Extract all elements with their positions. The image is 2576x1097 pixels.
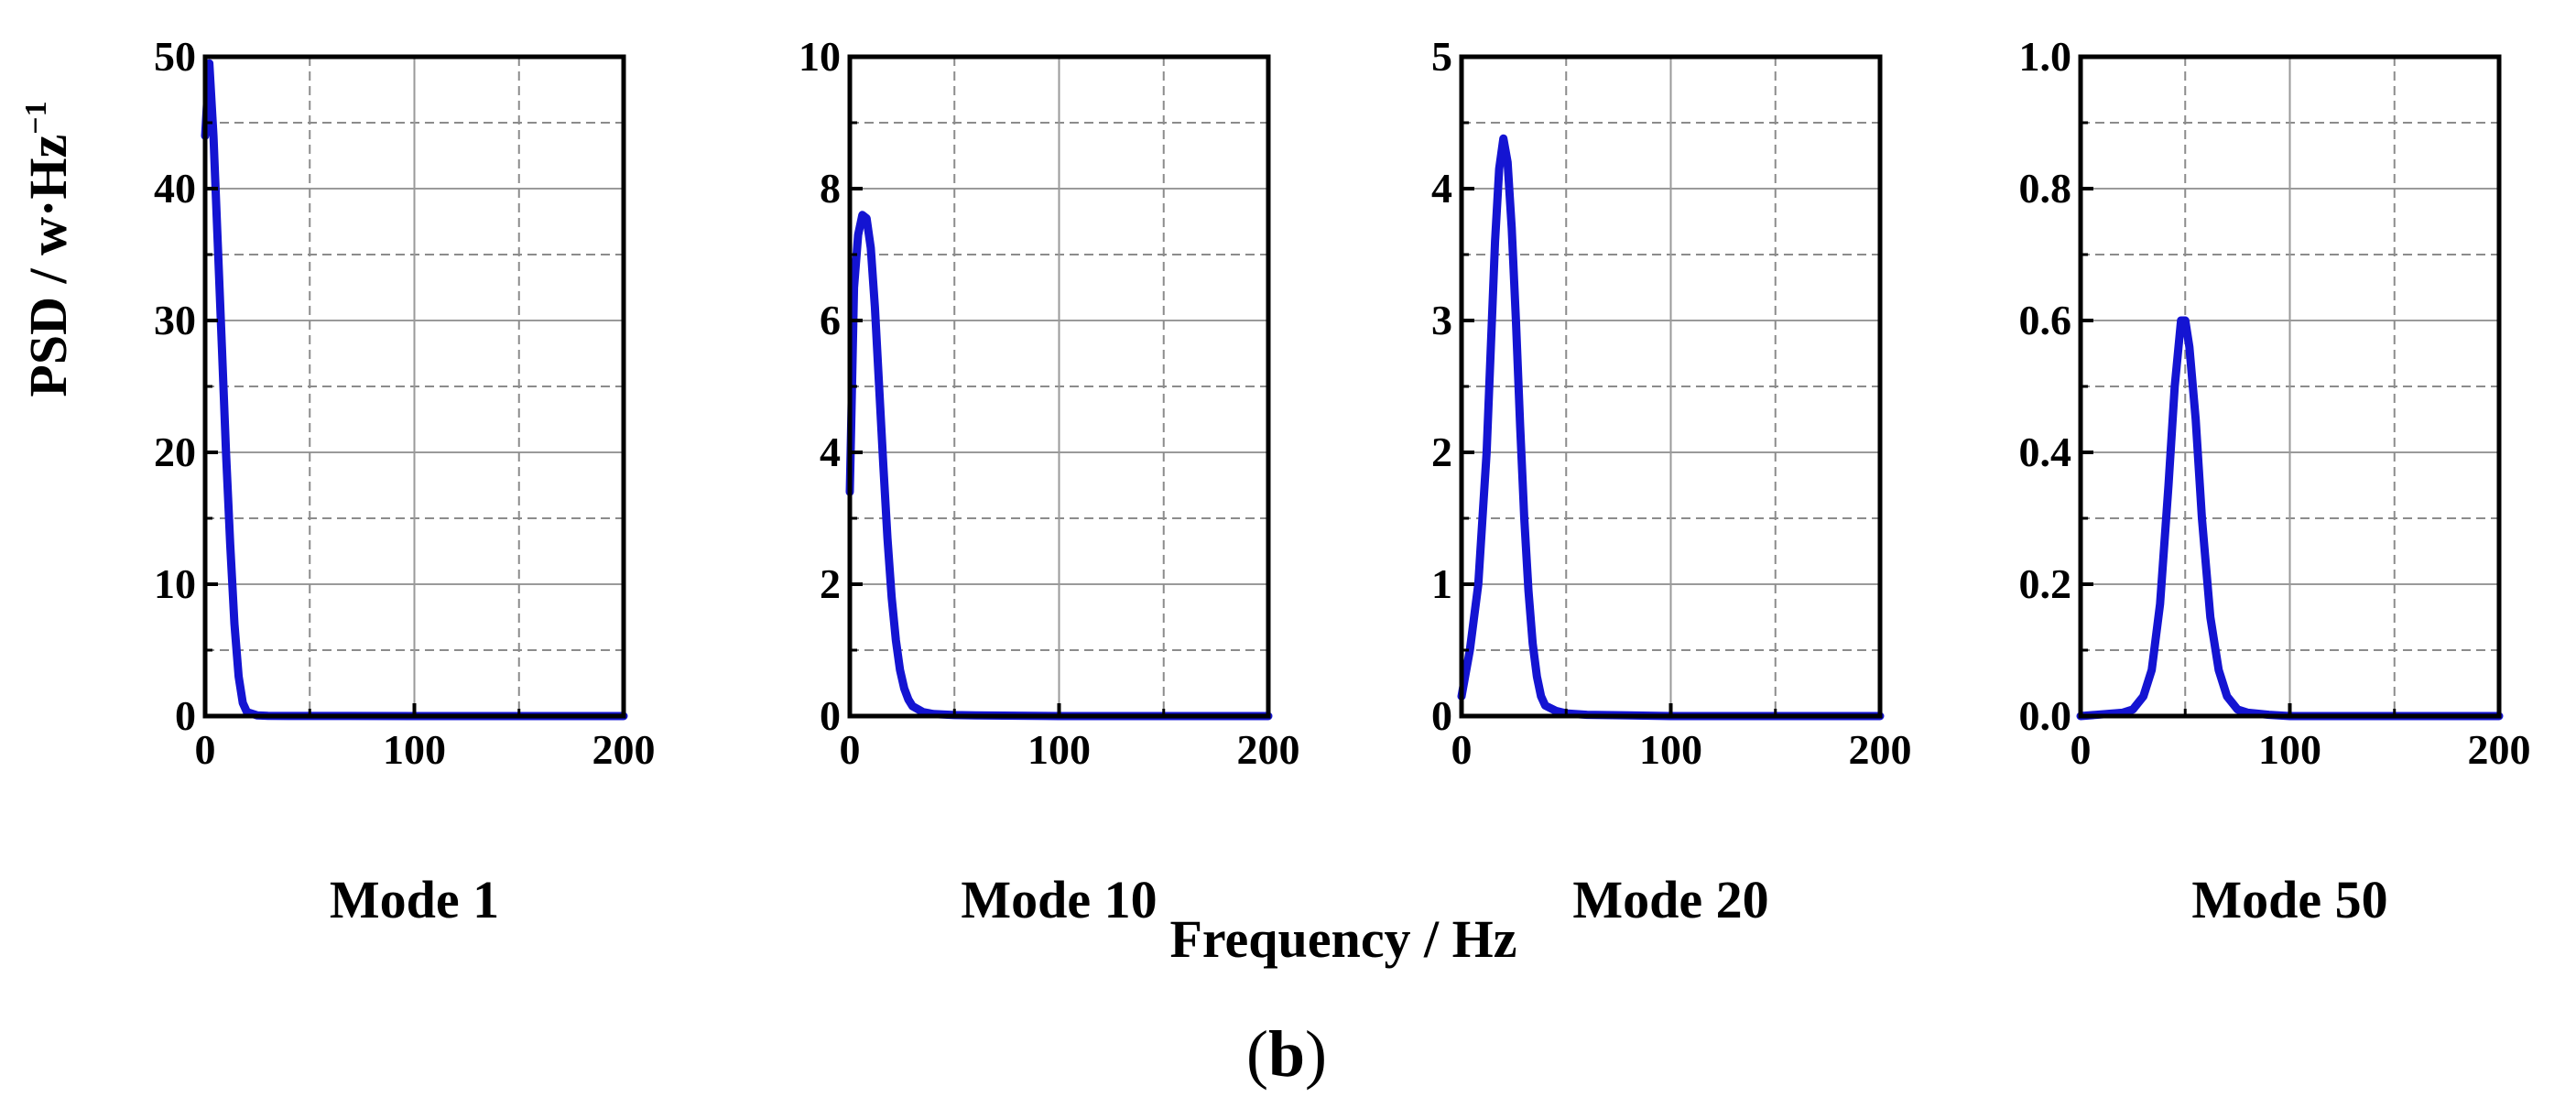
x-tick-label: 200 — [1237, 726, 1300, 773]
y-tick-label: 0.0 — [2019, 692, 2072, 739]
y-tick-label: 0.6 — [2019, 297, 2072, 343]
y-tick-label: 40 — [154, 165, 196, 212]
y-tick-label: 2 — [1431, 429, 1452, 475]
x-tick-label: 0 — [2071, 726, 2092, 773]
panel-label-close: ) — [1305, 1017, 1327, 1091]
x-tick-label: 100 — [1027, 726, 1091, 773]
mode-title: Mode 10 — [961, 870, 1157, 929]
y-tick-label: 0 — [175, 692, 196, 739]
y-tick-label: 0 — [820, 692, 841, 739]
y-tick-label: 0.2 — [2019, 560, 2072, 607]
x-tick-label: 100 — [1639, 726, 1702, 773]
x-tick-label: 200 — [592, 726, 656, 773]
x-tick-label: 200 — [1849, 726, 1912, 773]
y-tick-label: 4 — [820, 429, 841, 475]
panel-label-letter: b — [1268, 1017, 1305, 1091]
mode-title: Mode 50 — [2191, 870, 2387, 929]
y-tick-label: 20 — [154, 429, 196, 475]
panel-label-open: ( — [1246, 1017, 1268, 1091]
x-tick-label: 0 — [840, 726, 861, 773]
y-tick-label: 8 — [820, 165, 841, 212]
y-tick-label: 0.8 — [2019, 165, 2072, 212]
y-axis-title-exponent: −1 — [19, 101, 53, 134]
y-tick-label: 0 — [1431, 692, 1452, 739]
x-tick-label: 0 — [195, 726, 216, 773]
panel-label: (b) — [1246, 1017, 1327, 1091]
y-tick-label: 1.0 — [2019, 33, 2072, 80]
x-tick-label: 200 — [2468, 726, 2531, 773]
mode-title: Mode 1 — [330, 870, 499, 929]
y-tick-label: 5 — [1431, 33, 1452, 80]
x-tick-label: 0 — [1451, 726, 1473, 773]
y-tick-label: 10 — [154, 560, 196, 607]
y-tick-label: 6 — [820, 297, 841, 343]
mode-title: Mode 20 — [1572, 870, 1768, 929]
y-tick-label: 10 — [799, 33, 841, 80]
x-tick-label: 100 — [2258, 726, 2321, 773]
y-tick-label: 50 — [154, 33, 196, 80]
y-tick-label: 0.4 — [2019, 429, 2072, 475]
y-axis-title-text: PSD / w·Hz — [18, 135, 78, 397]
x-tick-label: 100 — [383, 726, 446, 773]
y-tick-label: 4 — [1431, 165, 1452, 212]
chart-panel: 0 1 2 3 4 5 0 100 200 Mode 20 — [1431, 33, 1912, 929]
y-axis-title: PSD / w·Hz−1 — [18, 101, 78, 396]
y-tick-label: 1 — [1431, 560, 1452, 607]
y-tick-label: 3 — [1431, 297, 1452, 343]
x-axis-title: Frequency / Hz — [1169, 909, 1516, 969]
y-tick-label: 2 — [820, 560, 841, 607]
y-tick-label: 30 — [154, 297, 196, 343]
chart-panel: 0.0 0.2 0.4 0.6 0.8 1.0 0 100 200 Mode 50 — [2019, 33, 2531, 929]
chart-panel: 0 10 20 30 40 50 0 100 200 Mode 1 — [154, 33, 656, 929]
